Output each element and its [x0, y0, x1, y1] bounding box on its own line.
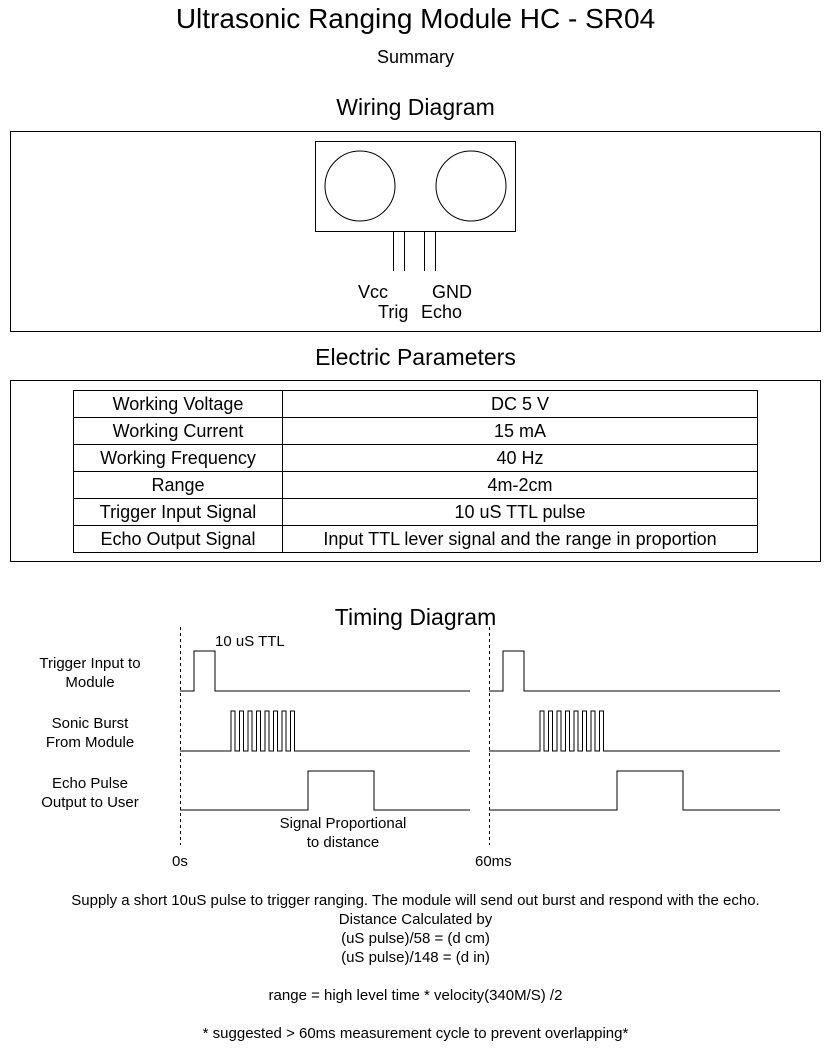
page-subtitle: Summary: [376, 47, 454, 67]
page-title: Ultrasonic Ranging Module HC - SR04: [175, 3, 656, 34]
sensor-board: [315, 141, 516, 232]
echo-waveform-1: [180, 770, 470, 811]
transmitter-transducer: [324, 150, 396, 222]
note-formula-in: (uS pulse)/148 = (d in): [341, 949, 490, 966]
parameter-value: 4m-2cm: [282, 471, 758, 499]
pulse-width-label: 10 uS TTL: [215, 633, 285, 650]
pin-label-gnd: GND: [432, 282, 472, 302]
note-supply-pulse: Supply a short 10uS pulse to trigger ran…: [71, 892, 760, 909]
parameter-name: Working Voltage: [73, 390, 283, 418]
signal-label-echo: Echo Pulse Output to User: [41, 775, 139, 811]
parameter-row: Working Frequency 40 Hz: [73, 444, 758, 472]
parameter-name: Working Current: [73, 417, 283, 445]
burst-waveform-2: [489, 710, 780, 752]
electric-parameters-table: Working Voltage DC 5 V Working Current 15 m…: [73, 390, 758, 553]
parameter-name: Range: [73, 471, 283, 499]
signal-label-trigger: Trigger Input to Module: [39, 655, 141, 691]
electric-parameters-heading: Electric Parameters: [315, 344, 516, 370]
parameter-row: Trigger Input Signal 10 uS TTL pulse: [73, 498, 758, 526]
burst-waveform-1: [180, 710, 470, 752]
parameter-value: Input TTL lever signal and the range in …: [282, 525, 758, 553]
receiver-transducer: [435, 150, 507, 222]
electric-parameters-frame: [10, 380, 821, 562]
parameter-row: Echo Output Signal Input TTL lever signal…: [73, 525, 758, 553]
wiring-diagram-heading: Wiring Diagram: [336, 94, 495, 120]
echo-proportional-note: Signal Proportional to distance: [279, 815, 407, 851]
trigger-waveform-2: [489, 650, 780, 692]
note-distance-heading: Distance Calculated by: [338, 911, 493, 928]
timing-diagram-heading: Timing Diagram: [334, 604, 497, 630]
wiring-diagram-frame: [10, 131, 821, 332]
parameter-value: 10 uS TTL pulse: [282, 498, 758, 526]
note-formula-cm: (uS pulse)/58 = (d cm): [341, 930, 490, 947]
parameter-name: Working Frequency: [73, 444, 283, 472]
signal-label-burst: Sonic Burst From Module: [45, 715, 135, 751]
pin-label-vcc: Vcc: [358, 282, 389, 302]
trigger-waveform-1: [180, 650, 470, 692]
echo-waveform-2: [489, 770, 780, 811]
parameter-row: Working Current 15 mA: [73, 417, 758, 445]
pin-label-echo: Echo: [421, 302, 463, 322]
parameter-value: 40 Hz: [282, 444, 758, 472]
parameter-value: 15 mA: [282, 417, 758, 445]
parameter-name: Trigger Input Signal: [73, 498, 283, 526]
time-label-start: 0s: [172, 853, 188, 870]
note-range-formula: range = high level time * velocity(340M/…: [268, 987, 563, 1004]
time-label-cycle: 60ms: [475, 853, 512, 870]
parameter-row: Working Voltage DC 5 V: [73, 390, 758, 418]
pin-label-trig: Trig: [378, 302, 409, 322]
note-measurement-cycle: * suggested > 60ms measurement cycle to …: [202, 1025, 629, 1042]
parameter-name: Echo Output Signal: [73, 525, 283, 553]
parameter-value: DC 5 V: [282, 390, 758, 418]
parameter-row: Range 4m-2cm: [73, 471, 758, 499]
